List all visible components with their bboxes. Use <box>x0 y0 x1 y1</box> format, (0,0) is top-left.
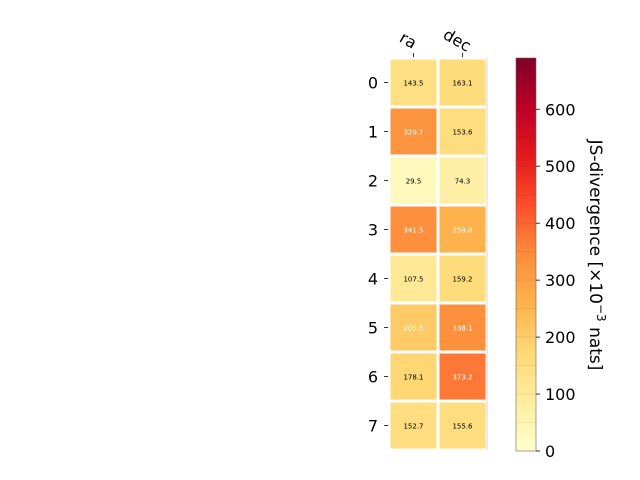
heatmap-cell-6-dec <box>439 353 486 400</box>
column-tick-label: ra <box>396 28 420 53</box>
heatmap-cell-1-dec <box>439 108 486 155</box>
row-tick-labels: 0 1 2 3 4 5 6 7 <box>368 74 388 436</box>
colorbar-tick-label: 300 <box>545 271 576 290</box>
heatmap-cells: 143.5 163.1 329.7 153.6 29.5 74.3 341.5 259.8 10… <box>390 59 486 449</box>
cell-value-label: 373.2 <box>452 374 472 382</box>
row-tick-label: 3 <box>368 221 378 240</box>
heatmap-cell-5-ra <box>390 304 437 351</box>
colorbar: 0 100 200 300 400 500 600 JS-divergence [×10−3… <box>515 57 608 461</box>
heatmap-cell-5-dec <box>439 304 486 351</box>
cell-value-label: 74.3 <box>455 178 471 186</box>
cell-value-label: 205.5 <box>403 325 423 333</box>
heatmap-cell-0-ra <box>390 59 437 106</box>
heatmap-cell-2-ra <box>390 157 437 204</box>
cell-value-label: 29.5 <box>406 178 422 186</box>
cell-value-label: 259.8 <box>452 227 472 235</box>
cell-value-label: 329.7 <box>403 129 423 137</box>
row-tick-label: 2 <box>368 172 378 191</box>
cell-value-label: 143.5 <box>403 80 423 88</box>
heatmap-cell-0-dec <box>439 59 486 106</box>
row-tick-label: 7 <box>368 417 378 436</box>
cell-value-label: 341.5 <box>403 227 423 235</box>
cell-value-label: 159.2 <box>452 276 472 284</box>
row-tick-label: 6 <box>368 368 378 387</box>
colorbar-tick-label: 200 <box>545 328 576 347</box>
colorbar-label-suffix: nats] <box>585 322 605 371</box>
colorbar-label-main: JS-divergence [×10 <box>585 139 605 304</box>
colorbar-gradient <box>515 57 537 452</box>
heatmap-cell-6-ra <box>390 353 437 400</box>
row-tick-label: 1 <box>368 123 378 142</box>
column-tick-labels: ra dec <box>396 25 474 57</box>
cell-value-label: 155.6 <box>452 423 473 431</box>
colorbar-label: JS-divergence [×10−3 nats] <box>585 139 608 371</box>
cell-value-label: 338.1 <box>452 325 472 333</box>
cell-value-label: 178.1 <box>403 374 423 382</box>
heatmap-cell-1-ra <box>390 108 437 155</box>
colorbar-tick-label: 500 <box>545 157 576 176</box>
colorbar-label-exponent: −3 <box>594 304 608 322</box>
heatmap-cell-3-dec <box>439 206 486 253</box>
row-tick-label: 4 <box>368 270 378 289</box>
colorbar-tick-label: 0 <box>545 442 555 461</box>
cell-value-label: 163.1 <box>452 80 472 88</box>
heatmap-cell-7-dec <box>439 402 486 449</box>
colorbar-tick-label: 100 <box>545 385 576 404</box>
row-tick-label: 0 <box>368 74 378 93</box>
row-tick-label: 5 <box>368 319 378 338</box>
cell-value-label: 152.7 <box>403 423 423 431</box>
cell-value-label: 107.5 <box>403 276 423 284</box>
heatmap-cell-2-dec <box>439 157 486 204</box>
colorbar-tick-label: 400 <box>545 214 576 233</box>
heatmap-cell-3-ra <box>390 206 437 253</box>
colorbar-ticks: 0 100 200 300 400 500 600 <box>516 80 576 461</box>
heatmap-cell-4-ra <box>390 255 437 302</box>
cell-value-label: 153.6 <box>452 129 473 137</box>
colorbar-tick-label: 600 <box>545 100 576 119</box>
column-tick-label: dec <box>440 25 474 56</box>
heatmap-cell-4-dec <box>439 255 486 302</box>
heatmap-cell-7-ra <box>390 402 437 449</box>
